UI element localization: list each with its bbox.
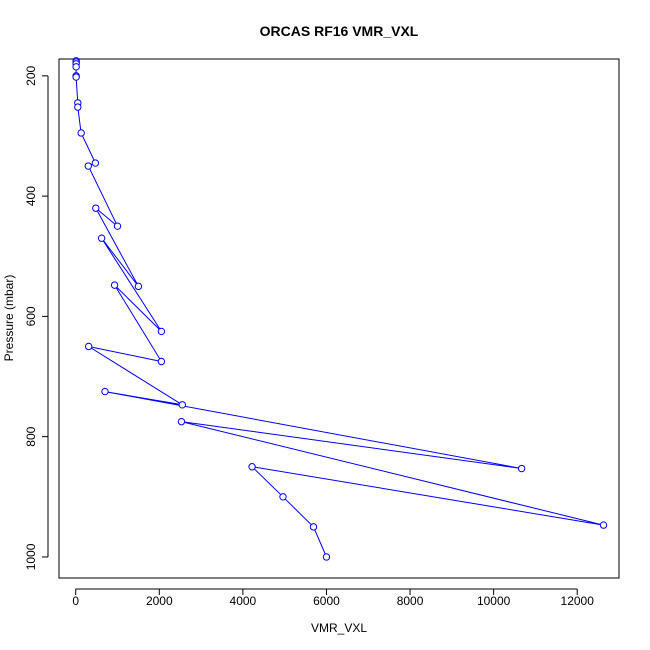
data-point bbox=[84, 342, 93, 351]
data-point bbox=[134, 282, 143, 291]
data-point bbox=[91, 159, 100, 167]
y-axis: 200 400 600 800 1000 bbox=[24, 66, 49, 570]
data-point bbox=[279, 493, 287, 501]
data-point bbox=[97, 234, 106, 242]
x-tick-label: 2000 bbox=[146, 594, 173, 608]
x-axis-label: VMR_VXL bbox=[311, 621, 367, 635]
data-point bbox=[110, 281, 119, 289]
y-tick-label: 1000 bbox=[24, 543, 38, 570]
data-point bbox=[77, 129, 85, 137]
data-point bbox=[157, 357, 166, 366]
x-tick-label: 0 bbox=[72, 594, 79, 608]
data-point bbox=[177, 417, 186, 426]
data-point bbox=[599, 521, 608, 529]
data-point bbox=[113, 222, 122, 230]
y-tick-label: 200 bbox=[24, 66, 38, 86]
x-tick-label: 4000 bbox=[230, 594, 257, 608]
data-point bbox=[309, 523, 318, 531]
x-axis: 0 2000 4000 6000 8000 10000 12000 bbox=[72, 588, 595, 608]
data-point bbox=[178, 401, 186, 409]
data-point bbox=[248, 463, 256, 471]
chart-title: ORCAS RF16 VMR_VXL bbox=[260, 23, 419, 39]
data-point bbox=[74, 103, 82, 111]
data-point bbox=[517, 464, 526, 473]
data-point bbox=[92, 204, 100, 212]
x-tick-label: 10000 bbox=[477, 594, 511, 608]
data-point bbox=[72, 73, 80, 81]
series-line bbox=[75, 60, 604, 558]
series-group bbox=[72, 57, 608, 561]
data-point bbox=[72, 63, 80, 71]
data-point bbox=[84, 162, 92, 170]
x-tick-label: 12000 bbox=[561, 594, 595, 608]
y-tick-label: 400 bbox=[24, 186, 38, 206]
plot-area bbox=[58, 58, 620, 579]
data-point bbox=[157, 327, 166, 336]
data-point bbox=[322, 553, 331, 561]
y-axis-label: Pressure (mbar) bbox=[2, 275, 16, 362]
y-tick-label: 600 bbox=[24, 306, 38, 326]
data-point bbox=[101, 387, 109, 396]
x-tick-label: 8000 bbox=[397, 594, 424, 608]
x-tick-label: 6000 bbox=[313, 594, 340, 608]
y-tick-label: 800 bbox=[24, 426, 38, 446]
